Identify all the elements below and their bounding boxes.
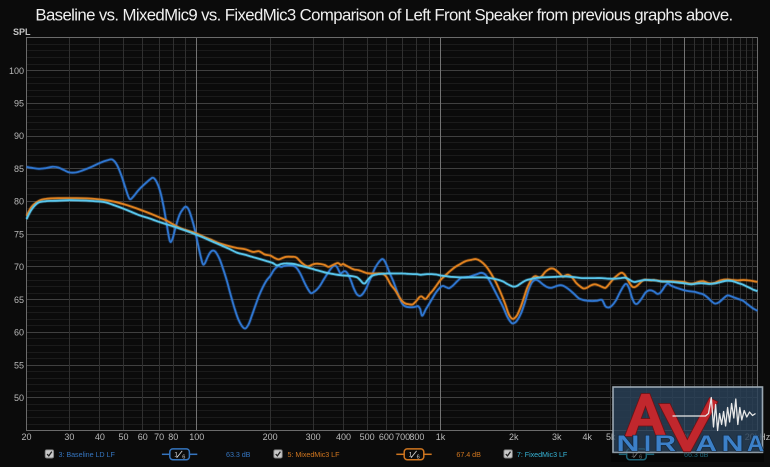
svg-text:66.3 dB: 66.3 dB <box>684 450 709 459</box>
svg-text:800: 800 <box>409 432 424 442</box>
svg-text:90: 90 <box>14 131 24 141</box>
svg-text:60: 60 <box>138 432 148 442</box>
svg-text:95: 95 <box>14 99 24 109</box>
svg-text:1: 1 <box>409 452 413 459</box>
svg-text:700: 700 <box>395 432 410 442</box>
svg-text:400: 400 <box>336 432 351 442</box>
svg-text:70: 70 <box>14 262 24 272</box>
svg-text:6: 6 <box>639 455 642 461</box>
svg-text:100: 100 <box>189 432 204 442</box>
svg-text:60: 60 <box>14 328 24 338</box>
svg-text:70: 70 <box>154 432 164 442</box>
svg-text:3k: 3k <box>552 432 562 442</box>
svg-text:40: 40 <box>95 432 105 442</box>
svg-text:80: 80 <box>14 197 24 207</box>
svg-text:20: 20 <box>21 432 31 442</box>
svg-text:600: 600 <box>379 432 394 442</box>
svg-text:50: 50 <box>14 393 24 403</box>
svg-text:Baseline vs. MixedMic9 vs. Fix: Baseline vs. MixedMic9 vs. FixedMic3 Com… <box>35 6 732 25</box>
svg-text:N: N <box>617 431 640 456</box>
svg-text:5: MixedMic3 LF: 5: MixedMic3 LF <box>288 450 341 459</box>
svg-text:300: 300 <box>306 432 321 442</box>
svg-text:65: 65 <box>14 295 24 305</box>
svg-text:200: 200 <box>263 432 278 442</box>
svg-text:A: A <box>747 431 764 456</box>
svg-text:N: N <box>722 431 744 456</box>
svg-text:5k: 5k <box>606 432 616 442</box>
svg-text:A: A <box>696 431 718 456</box>
svg-text:4k: 4k <box>582 432 592 442</box>
svg-text:67.4 dB: 67.4 dB <box>456 450 481 459</box>
svg-text:85: 85 <box>14 164 24 174</box>
svg-text:63.3 dB: 63.3 dB <box>226 450 251 459</box>
svg-text:7: FixedMic3 LF: 7: FixedMic3 LF <box>517 450 568 459</box>
svg-text:500: 500 <box>360 432 375 442</box>
svg-text:1: 1 <box>631 452 635 459</box>
svg-text:6: 6 <box>182 455 185 461</box>
svg-text:I: I <box>644 431 651 456</box>
svg-text:1: 1 <box>174 452 178 459</box>
svg-text:80: 80 <box>168 432 178 442</box>
svg-text:1k: 1k <box>436 432 446 442</box>
svg-text:3: Baseline LD LF: 3: Baseline LD LF <box>59 450 116 459</box>
svg-text:55: 55 <box>14 360 24 370</box>
svg-text:50: 50 <box>118 432 128 442</box>
svg-text:75: 75 <box>14 229 24 239</box>
svg-text:30: 30 <box>64 432 74 442</box>
svg-text:6: 6 <box>417 455 420 461</box>
svg-text:SPL: SPL <box>13 27 31 37</box>
svg-text:100: 100 <box>9 66 24 76</box>
svg-text:2k: 2k <box>509 432 519 442</box>
svg-text:R: R <box>655 431 677 456</box>
